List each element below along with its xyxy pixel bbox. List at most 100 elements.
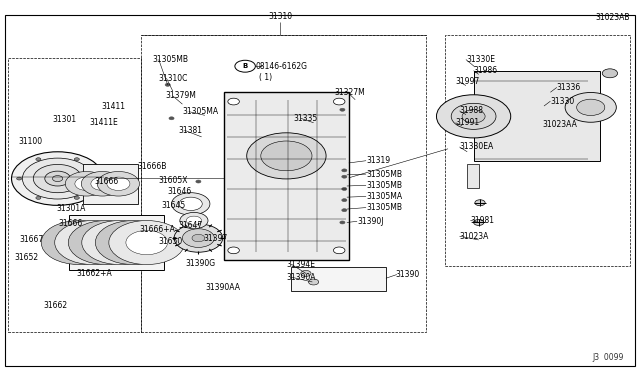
Text: 31666: 31666 <box>59 219 83 228</box>
Circle shape <box>97 171 140 196</box>
Text: 31997: 31997 <box>456 77 480 86</box>
Bar <box>474 71 600 161</box>
Text: 08146-6162G: 08146-6162G <box>256 62 308 71</box>
Text: J3  0099: J3 0099 <box>593 353 624 362</box>
Text: 31390: 31390 <box>396 270 420 279</box>
Text: 31605X: 31605X <box>159 176 188 185</box>
Text: ( 1): ( 1) <box>259 73 272 82</box>
Circle shape <box>107 177 130 190</box>
Bar <box>141 35 426 332</box>
Circle shape <box>169 117 174 120</box>
Text: 31330E: 31330E <box>466 55 495 64</box>
Text: 31652: 31652 <box>14 253 38 262</box>
Circle shape <box>174 224 223 252</box>
Text: 31310: 31310 <box>268 12 292 21</box>
Text: 31336: 31336 <box>557 83 581 92</box>
Circle shape <box>308 279 319 285</box>
Text: 31988: 31988 <box>460 106 484 115</box>
Text: 31023A: 31023A <box>460 232 489 241</box>
Text: 31991: 31991 <box>456 118 480 127</box>
Text: 31330: 31330 <box>550 97 575 106</box>
Text: 31305MB: 31305MB <box>152 55 188 64</box>
Text: 31305MA: 31305MA <box>366 192 402 201</box>
Text: 31305MB: 31305MB <box>366 203 402 212</box>
Circle shape <box>85 230 127 255</box>
Text: 31667: 31667 <box>19 235 44 244</box>
Text: 31666+A: 31666+A <box>140 225 175 234</box>
Circle shape <box>165 83 170 86</box>
Circle shape <box>41 221 117 264</box>
Text: 31379M: 31379M <box>165 92 196 100</box>
Text: 31394E: 31394E <box>287 260 316 269</box>
Circle shape <box>65 171 108 196</box>
Text: 31397: 31397 <box>204 234 228 243</box>
Text: 31390J: 31390J <box>357 217 383 226</box>
Text: B: B <box>243 63 248 69</box>
Circle shape <box>451 103 496 129</box>
Circle shape <box>196 180 201 183</box>
Text: 31390AA: 31390AA <box>205 283 240 292</box>
Circle shape <box>55 221 131 264</box>
Circle shape <box>342 187 347 190</box>
Circle shape <box>45 171 70 186</box>
Text: 31381: 31381 <box>178 126 202 135</box>
Text: 31100: 31100 <box>18 137 42 146</box>
Circle shape <box>75 177 98 190</box>
Circle shape <box>179 197 202 211</box>
Circle shape <box>228 247 239 254</box>
Text: 31666: 31666 <box>95 177 119 186</box>
Circle shape <box>261 141 312 171</box>
Circle shape <box>342 169 347 172</box>
Text: 31411: 31411 <box>101 102 125 110</box>
Circle shape <box>22 158 93 199</box>
Circle shape <box>565 93 616 122</box>
Circle shape <box>301 270 311 276</box>
Circle shape <box>36 158 41 161</box>
Circle shape <box>186 216 202 225</box>
Circle shape <box>182 229 214 247</box>
Circle shape <box>474 219 484 225</box>
Circle shape <box>52 176 63 182</box>
Text: 31647: 31647 <box>178 221 202 230</box>
Circle shape <box>342 209 347 212</box>
Circle shape <box>91 177 114 190</box>
Text: 31646: 31646 <box>168 187 192 196</box>
Text: 31390G: 31390G <box>186 259 216 268</box>
Text: 31335: 31335 <box>293 114 317 123</box>
Text: 31319: 31319 <box>366 156 390 165</box>
Circle shape <box>126 230 168 255</box>
Bar <box>467 164 479 188</box>
Text: 31023AB: 31023AB <box>595 13 630 22</box>
Text: 31666B: 31666B <box>138 162 167 171</box>
Text: 31650: 31650 <box>159 237 183 246</box>
Text: 31301: 31301 <box>52 115 77 124</box>
Circle shape <box>172 193 210 215</box>
Text: 31330EA: 31330EA <box>460 142 494 151</box>
Circle shape <box>577 99 605 116</box>
Circle shape <box>342 199 347 202</box>
Text: 31986: 31986 <box>474 66 498 75</box>
Text: 31305MB: 31305MB <box>366 170 402 179</box>
Circle shape <box>93 177 99 180</box>
Text: 31981: 31981 <box>470 216 494 225</box>
Circle shape <box>246 133 326 179</box>
Circle shape <box>333 247 345 254</box>
Circle shape <box>33 164 82 193</box>
Text: 31310C: 31310C <box>159 74 188 83</box>
Circle shape <box>602 69 618 78</box>
Bar <box>224 92 349 260</box>
Text: 31662+A: 31662+A <box>77 269 113 278</box>
Circle shape <box>74 158 79 161</box>
Circle shape <box>228 98 239 105</box>
Circle shape <box>340 108 345 111</box>
Circle shape <box>17 177 22 180</box>
Circle shape <box>436 95 511 138</box>
Circle shape <box>99 230 141 255</box>
Text: 31305MA: 31305MA <box>182 107 218 116</box>
Circle shape <box>235 60 255 72</box>
Circle shape <box>36 196 41 199</box>
Circle shape <box>342 175 347 178</box>
Circle shape <box>12 152 104 205</box>
Circle shape <box>333 98 345 105</box>
Circle shape <box>109 221 184 264</box>
